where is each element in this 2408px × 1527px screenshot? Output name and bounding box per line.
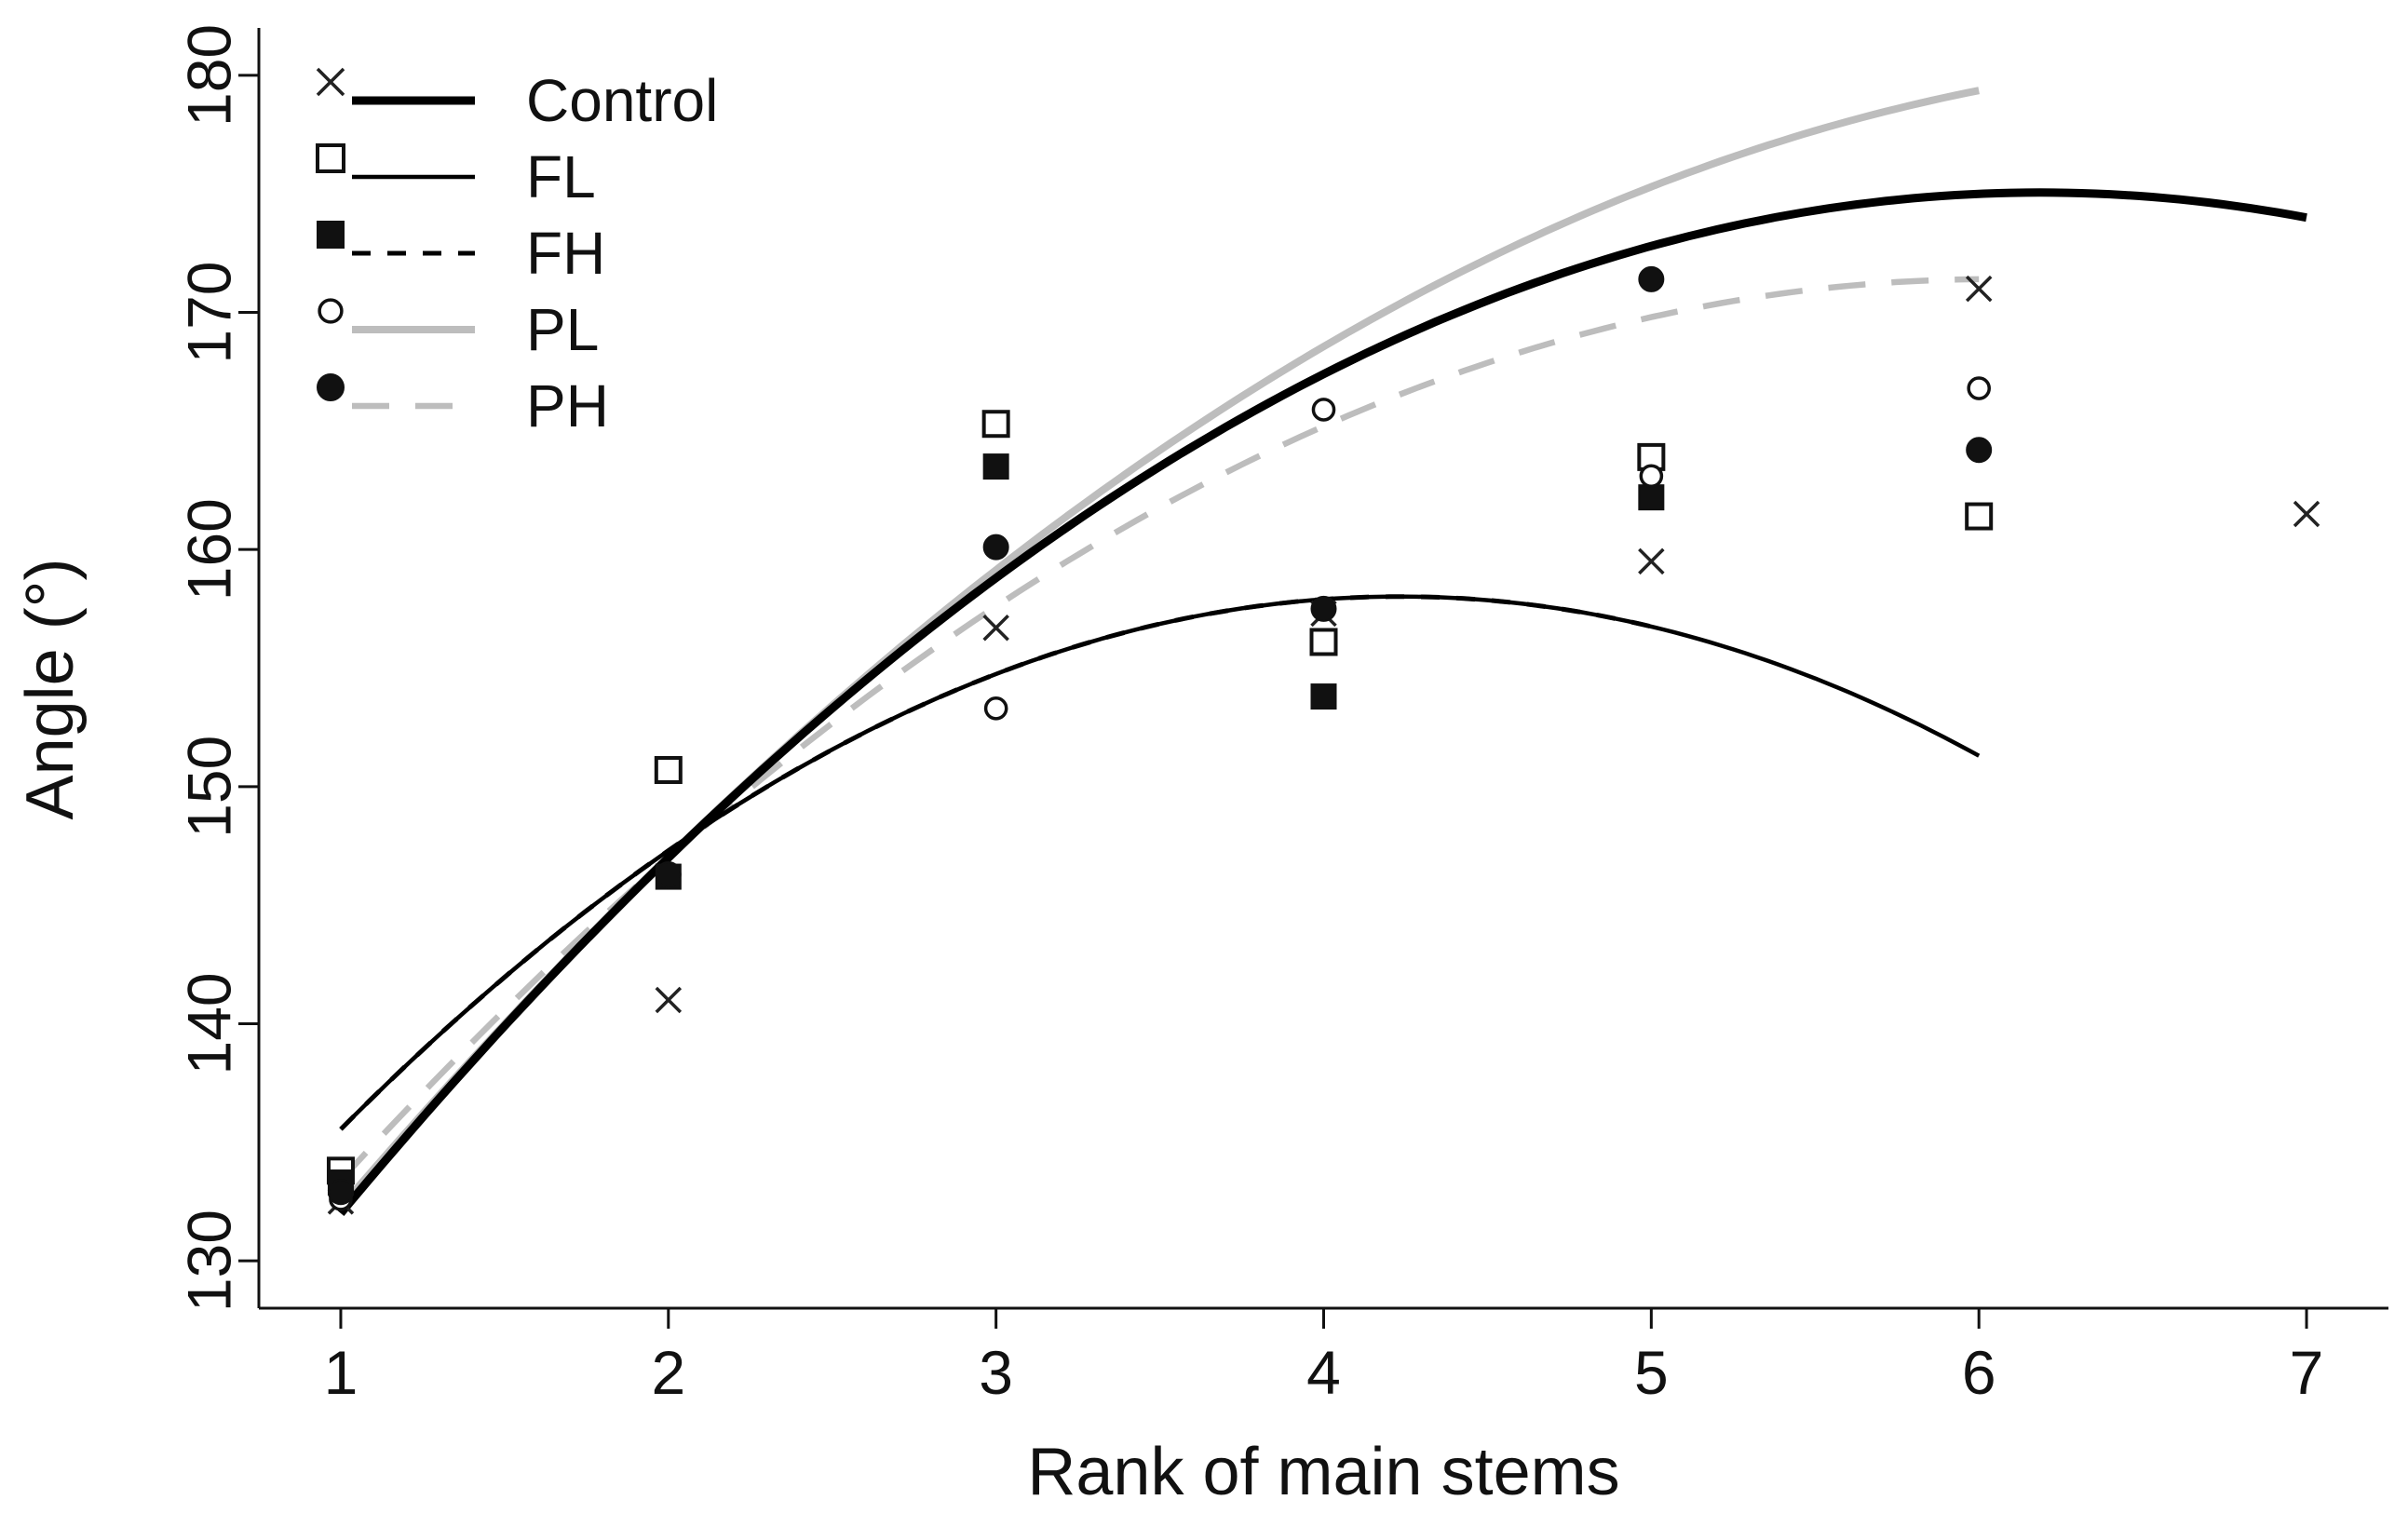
fit-line-fl	[339, 594, 1981, 1131]
x-tick-label: 1	[324, 1338, 358, 1407]
y-tick-label: 130	[174, 1209, 243, 1312]
legend-marker-control	[316, 67, 345, 97]
point-control	[982, 614, 1009, 642]
legend-marker-pl	[318, 298, 344, 324]
point-pl	[983, 696, 1008, 721]
point-fl	[654, 755, 683, 784]
point-ph	[1638, 265, 1665, 292]
marker-stroke	[1965, 275, 1993, 303]
point-fh	[1638, 484, 1665, 511]
point-ph	[982, 534, 1009, 561]
data-points	[326, 265, 2320, 1215]
fit-curves	[337, 87, 2307, 1216]
point-pl	[1311, 398, 1336, 422]
point-ph	[327, 1179, 354, 1206]
x-tick-label: 6	[1962, 1338, 1996, 1407]
point-ph	[1966, 437, 1993, 464]
y-tick-label: 150	[174, 736, 243, 838]
marker-stroke	[655, 986, 683, 1014]
legend-marker-fl	[316, 143, 345, 173]
fit-line-control	[337, 188, 2307, 1216]
point-control	[655, 986, 683, 1014]
legend-marker-fh	[317, 221, 345, 249]
point-pl	[1639, 464, 1664, 489]
marker-stroke	[1638, 547, 1665, 575]
legend-marker-ph	[317, 373, 345, 401]
x-tick-label: 7	[2290, 1338, 2324, 1407]
x-tick-label: 5	[1634, 1338, 1669, 1407]
point-control	[1638, 547, 1665, 575]
x-axis-title: Rank of main stems	[1027, 1435, 1619, 1509]
x-tick-label: 2	[651, 1338, 685, 1407]
legend-label-fh: FH	[526, 220, 605, 287]
point-fl	[1965, 502, 1994, 531]
y-tick-label: 160	[174, 498, 243, 601]
fit-line-fh	[339, 594, 1652, 1131]
point-pl	[1967, 376, 1991, 400]
point-ph	[655, 861, 682, 888]
y-tick-label: 140	[174, 972, 243, 1074]
point-fh	[982, 453, 1009, 480]
point-control	[2293, 500, 2320, 528]
legend-label-pl: PL	[526, 296, 599, 363]
y-axis-title: Angle (°)	[13, 559, 88, 820]
axes: 1 2 3 4 5 6 7 130 140 150 160 170 180	[174, 24, 2388, 1407]
legend-label-control: Control	[526, 67, 718, 134]
point-fl	[981, 410, 1010, 439]
y-tick-label: 170	[174, 261, 243, 363]
legend-label-ph: PH	[526, 372, 609, 439]
legend-label-fl: FL	[526, 143, 596, 210]
point-fh	[1310, 683, 1337, 710]
marker-stroke	[316, 67, 345, 97]
point-ph	[1310, 595, 1337, 622]
legend: Control FL FH PL PH	[316, 67, 718, 439]
y-tick-label: 180	[174, 24, 243, 127]
point-control	[1965, 275, 1993, 303]
x-tick-label: 4	[1306, 1338, 1341, 1407]
marker-stroke	[982, 614, 1009, 642]
x-tick-label: 3	[979, 1338, 1013, 1407]
point-fl	[1309, 628, 1338, 656]
marker-stroke	[2293, 500, 2320, 528]
